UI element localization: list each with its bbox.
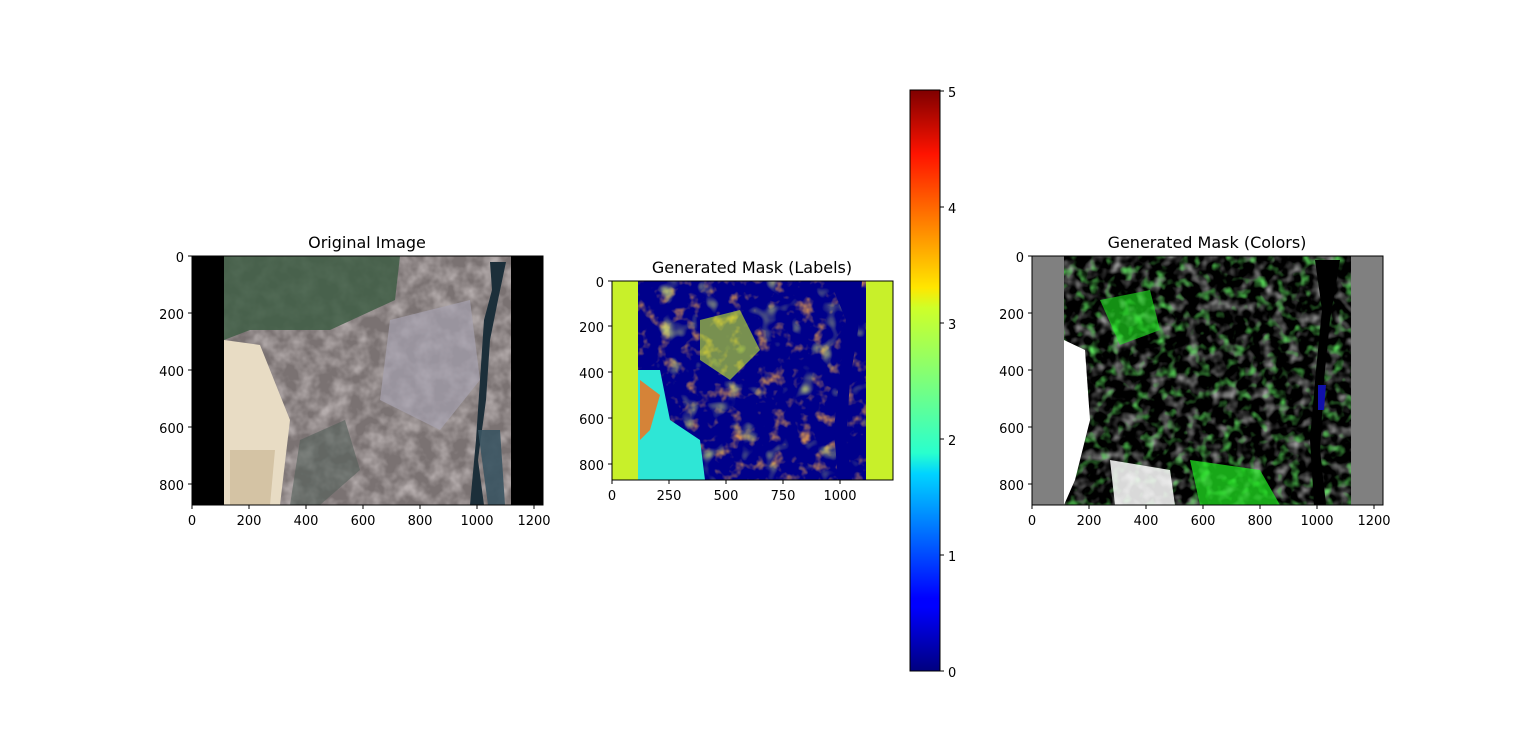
colors-y-tick: 400: [999, 365, 1024, 380]
original-y-tick: 800: [159, 479, 184, 494]
colors-x-tick: 600: [1191, 514, 1216, 529]
labels-x-tick: 500: [714, 489, 739, 504]
labels-y-tick: 800: [579, 459, 604, 474]
colors-y-tick: 800: [999, 479, 1024, 494]
panel-colors: Generated Mask (Colors) 0 200 400 600: [999, 233, 1390, 529]
colorbar-tick: 0: [948, 666, 956, 681]
original-image: [192, 256, 543, 505]
colorbar-gradient: [909, 89, 941, 672]
colors-y-axis: 0 200 400 600 800: [999, 251, 1032, 494]
original-title: Original Image: [308, 233, 426, 252]
original-x-tick: 0: [188, 514, 196, 529]
labels-x-tick: 750: [771, 489, 796, 504]
colorbar-tick: 1: [948, 550, 956, 565]
original-x-tick: 600: [351, 514, 376, 529]
original-y-tick: 0: [176, 251, 184, 266]
labels-x-axis: 0 250 500 750 1000: [608, 480, 857, 504]
colors-x-axis: 0 200 400 600 800 1000 1200: [1028, 505, 1391, 529]
original-x-tick: 400: [294, 514, 319, 529]
panel-original: Original Image 0 200 400 600 800: [159, 233, 550, 529]
colorbar-tick: 4: [948, 202, 956, 217]
colors-x-tick: 1000: [1300, 514, 1333, 529]
original-x-tick: 200: [237, 514, 262, 529]
original-x-tick: 1000: [460, 514, 493, 529]
colors-x-tick: 800: [1248, 514, 1273, 529]
labels-x-tick: 1000: [823, 489, 856, 504]
colors-x-tick: 1200: [1357, 514, 1390, 529]
labels-title: Generated Mask (Labels): [652, 258, 852, 277]
panel-labels: Generated Mask (Labels) 0 200 400 600 80…: [579, 258, 894, 504]
colors-mask-image: [1032, 256, 1383, 505]
colors-x-tick: 0: [1028, 514, 1036, 529]
labels-y-tick: 600: [579, 413, 604, 428]
labels-y-axis: 0 200 400 600 800: [579, 276, 612, 474]
original-x-tick: 1200: [517, 514, 550, 529]
colors-x-tick: 200: [1077, 514, 1102, 529]
original-x-axis: 0 200 400 600 800 1000 1200: [188, 505, 551, 529]
original-y-tick: 200: [159, 308, 184, 323]
labels-y-tick: 0: [596, 276, 604, 291]
original-y-tick: 600: [159, 422, 184, 437]
colors-title: Generated Mask (Colors): [1108, 233, 1307, 252]
colors-x-tick: 400: [1134, 514, 1159, 529]
labels-x-tick: 250: [657, 489, 682, 504]
colorbar-tick: 2: [948, 434, 956, 449]
colors-y-tick: 0: [1016, 251, 1024, 266]
colors-y-tick: 600: [999, 422, 1024, 437]
colorbar-tick: 3: [948, 318, 956, 333]
labels-x-tick: 0: [608, 489, 616, 504]
labels-y-tick: 200: [579, 321, 604, 336]
colorbar: 0 1 2 3 4 5: [909, 86, 956, 681]
original-y-axis: 0 200 400 600 800: [159, 251, 192, 494]
original-y-tick: 400: [159, 365, 184, 380]
original-x-tick: 800: [408, 514, 433, 529]
labels-y-tick: 400: [579, 367, 604, 382]
labels-mask-image: [612, 281, 893, 480]
colorbar-tick: 5: [948, 86, 956, 101]
colors-y-tick: 200: [999, 308, 1024, 323]
